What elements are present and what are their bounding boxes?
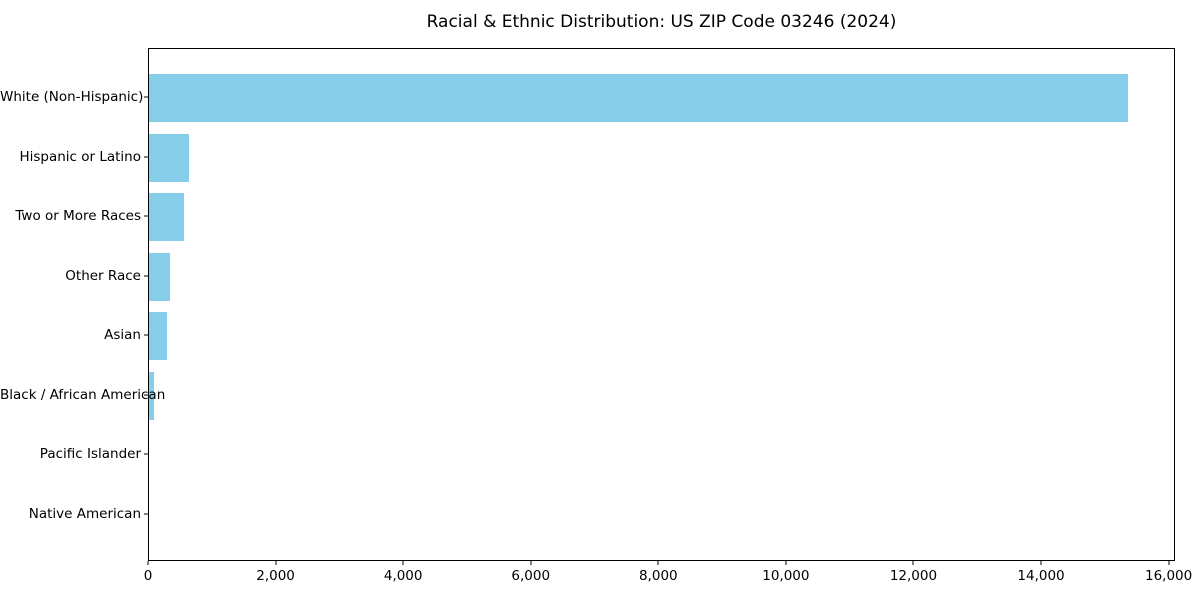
y-tick-label-white-non-hispanic: White (Non-Hispanic) (0, 89, 144, 105)
x-tick-mark (785, 561, 787, 565)
chart-title: Racial & Ethnic Distribution: US ZIP Cod… (426, 12, 897, 32)
y-tick-label-native-american: Native American (28, 505, 141, 522)
bar-asian (149, 312, 167, 360)
x-tick-mark (912, 561, 914, 565)
x-tick-mark (275, 561, 277, 565)
y-tick-label-two-or-more-races: Two or More Races (15, 208, 141, 224)
x-tick-label: 8,000 (638, 568, 678, 584)
x-tick-label: 0 (143, 568, 153, 584)
x-tick-mark (1040, 561, 1042, 565)
x-tick-label: 16,000 (1144, 568, 1193, 584)
y-tick-label-hispanic-or-latino: Hispanic or Latino (19, 148, 141, 165)
plot-area (148, 48, 1175, 561)
bar-other-race (149, 252, 171, 301)
x-tick-mark (147, 561, 149, 565)
x-tick-label: 4,000 (383, 568, 423, 584)
x-tick-mark (1168, 561, 1170, 565)
y-tick-label-asian: Asian (104, 327, 141, 343)
bar-hispanic-or-latino (149, 133, 190, 182)
x-tick-label: 10,000 (762, 568, 810, 584)
bar-black-african-american (149, 371, 154, 420)
x-tick-label: 6,000 (511, 568, 551, 584)
bar-white-non-hispanic (149, 74, 1129, 122)
x-tick-label: 2,000 (256, 568, 295, 584)
x-tick-label: 12,000 (889, 568, 938, 584)
y-tick-label-black-african-american: Black / African American (0, 386, 166, 403)
y-tick-label-other-race: Other Race (65, 267, 141, 284)
bar-two-or-more-races (149, 193, 184, 241)
y-tick-label-pacific-islander: Pacific Islander (39, 446, 141, 462)
x-tick-mark (530, 561, 532, 565)
x-tick-label: 14,000 (1017, 568, 1065, 584)
x-tick-mark (657, 561, 659, 565)
x-tick-mark (402, 561, 404, 565)
